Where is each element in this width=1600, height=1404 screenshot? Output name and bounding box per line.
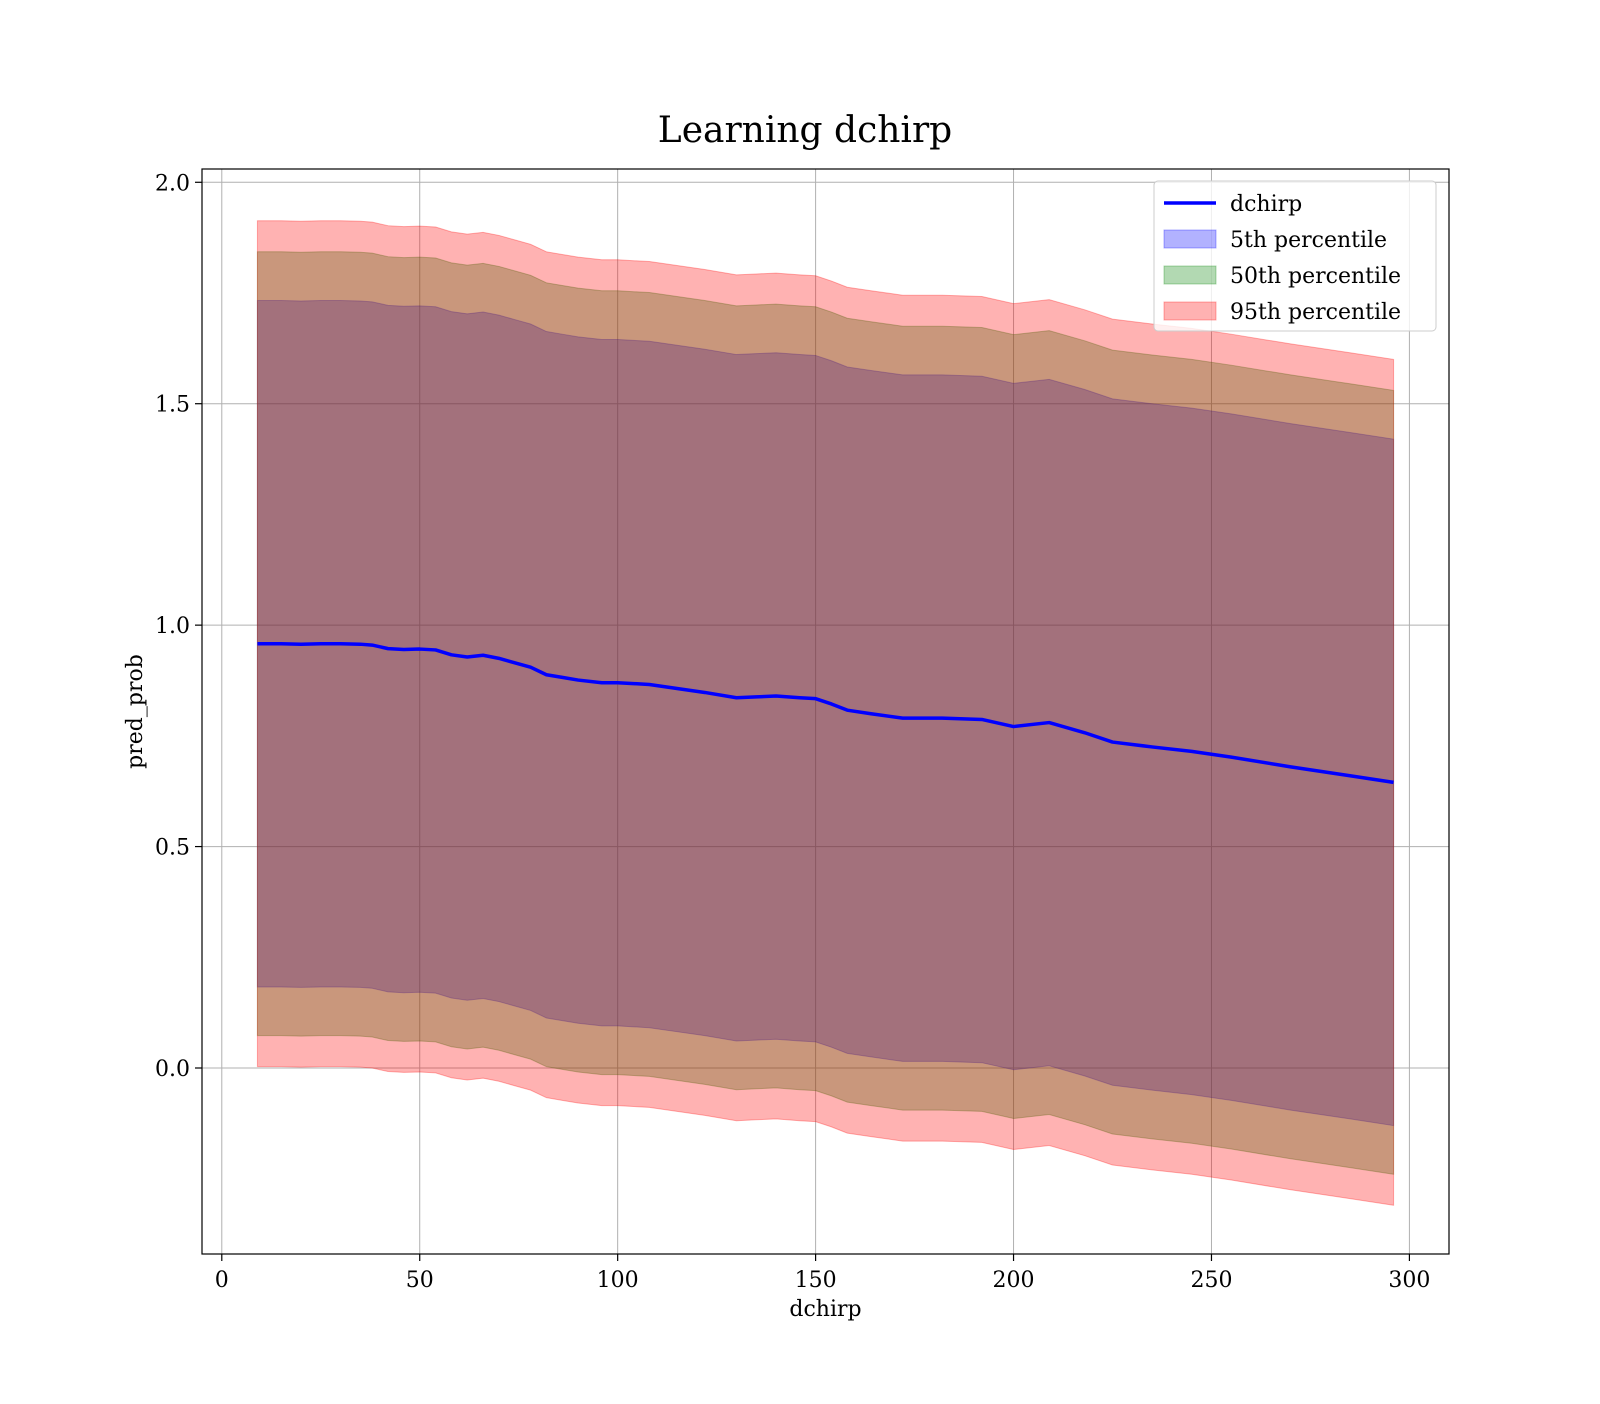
y-axis-label: pred_prob <box>123 654 148 769</box>
x-axis-label: dchirp <box>789 1297 861 1322</box>
y-axis-ticks: 0.0 0.5 1.0 1.5 2.0 <box>155 171 202 1082</box>
band-50th-percentile <box>256 251 1395 1175</box>
chart-title: Learning dchirp <box>658 110 952 151</box>
legend-swatch-band <box>1163 229 1217 249</box>
legend-entry-label: 95th percentile <box>1230 300 1401 325</box>
y-tick-label: 1.5 <box>155 393 190 418</box>
y-tick-label: 2.0 <box>155 171 190 196</box>
legend-entry-label: dchirp <box>1230 192 1302 217</box>
legend-swatch-band <box>1163 301 1217 321</box>
plot-frame <box>201 168 1450 1255</box>
x-tick-label: 0 <box>215 1268 229 1293</box>
grid-layer <box>202 169 1449 1254</box>
y-tick-label: 0.0 <box>155 1057 190 1082</box>
legend-box <box>1153 180 1437 332</box>
x-tick-label: 200 <box>993 1268 1035 1293</box>
x-tick-label: 50 <box>406 1268 434 1293</box>
series-line-dchirp <box>257 641 1394 785</box>
x-tick-label: 250 <box>1190 1268 1232 1293</box>
x-tick-label: 100 <box>597 1268 639 1293</box>
x-axis-ticks: 0 50 100 150 200 250 300 <box>215 1254 1430 1293</box>
x-tick-label: 150 <box>795 1268 837 1293</box>
legend: dchirp 5th percentile 50th percentile 95th … <box>1153 180 1437 332</box>
band-layer <box>256 220 1395 1206</box>
y-tick-label: 0.5 <box>155 836 190 861</box>
y-tick-label: 1.0 <box>155 614 190 639</box>
legend-entry-label: 5th percentile <box>1230 228 1387 253</box>
x-tick-label: 300 <box>1388 1268 1430 1293</box>
band-95th-percentile <box>256 220 1395 1206</box>
legend-swatch-band <box>1163 265 1217 285</box>
legend-entry-label: 50th percentile <box>1230 264 1401 289</box>
band-5th-percentile <box>256 300 1395 1127</box>
line-layer <box>257 641 1394 785</box>
